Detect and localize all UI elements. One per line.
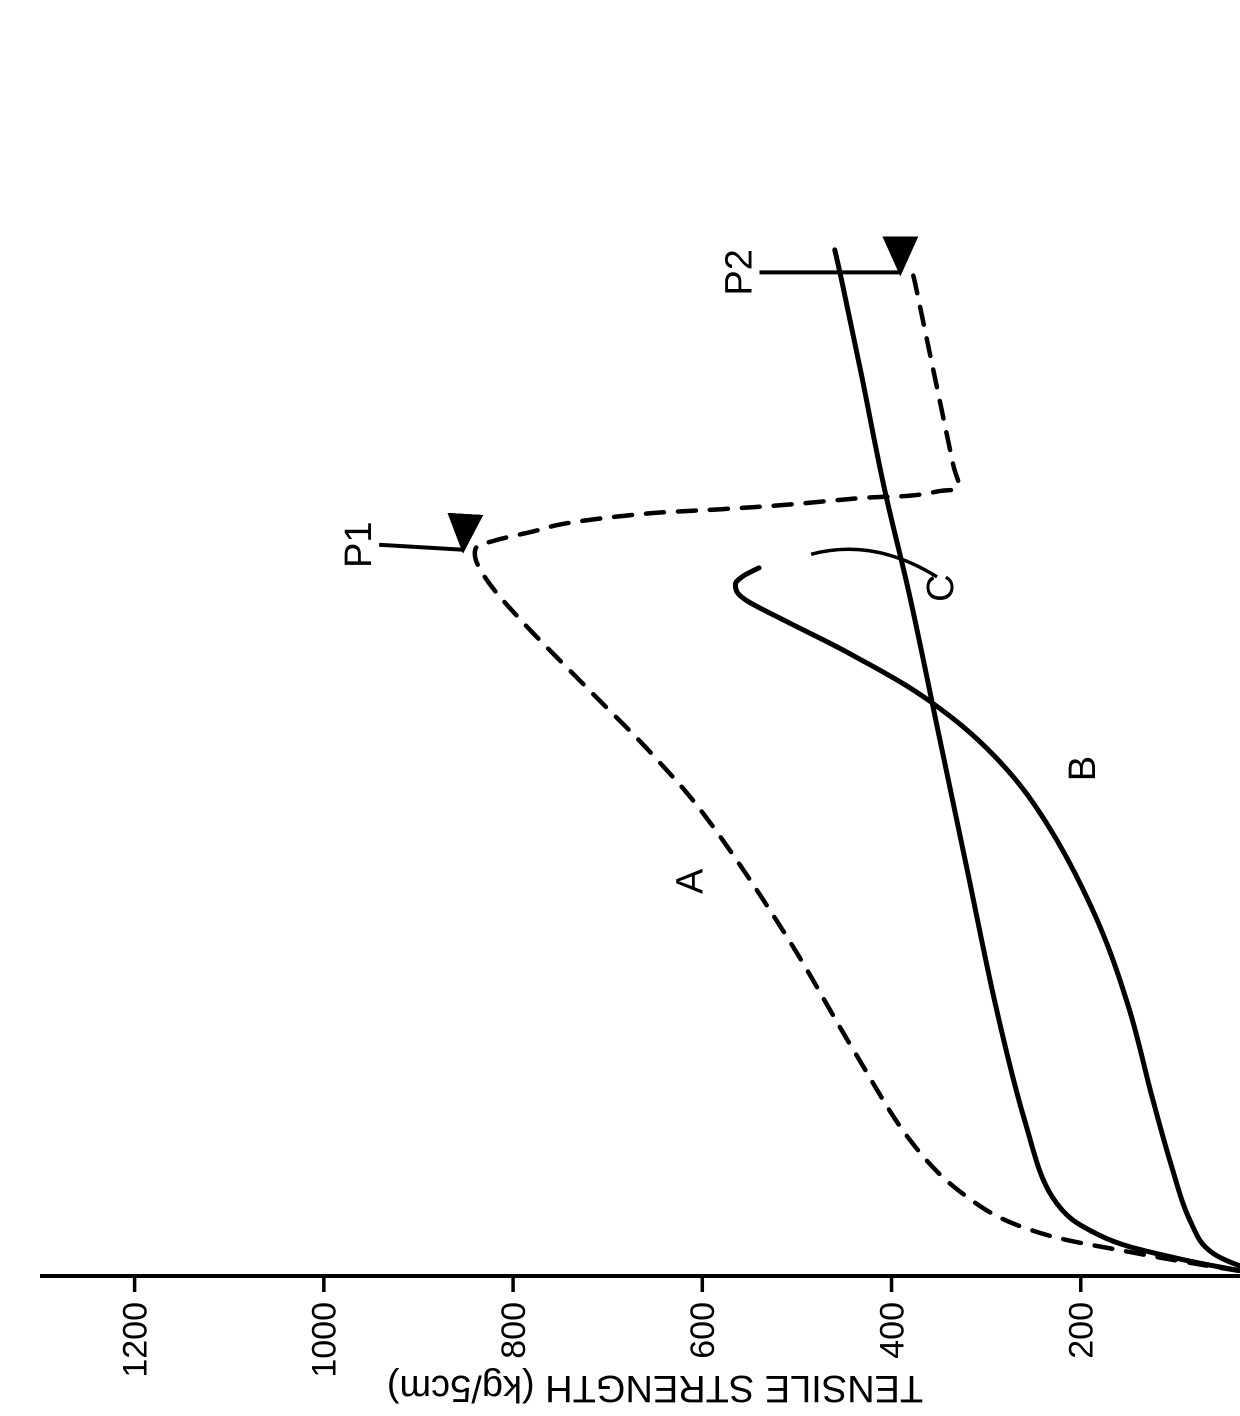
- markers-group: P1 P2: [338, 249, 900, 568]
- series-label-leader-C: [811, 549, 937, 577]
- marker-label-P2: P2: [719, 249, 761, 295]
- series-label-B: B: [1062, 756, 1104, 781]
- y-tick-label: 600: [684, 1302, 722, 1359]
- series-label-C: C: [920, 574, 962, 601]
- y-axis-label: TENSILE STRENGTH (kg/5cm): [387, 1367, 923, 1409]
- series-group: [475, 250, 1240, 1276]
- series-label-A: A: [669, 868, 711, 894]
- marker-arrow-P1: [379, 545, 463, 550]
- marker-label-P1: P1: [338, 522, 380, 568]
- series-B: [735, 568, 1240, 1276]
- series-labels: A B C: [669, 549, 1104, 894]
- y-tick-label: 1000: [306, 1302, 344, 1378]
- y-tick-label: 400: [873, 1302, 911, 1359]
- series-A: [475, 272, 1240, 1276]
- y-tick-label: 200: [1063, 1302, 1101, 1359]
- y-axis-tick-labels: 200 400 600 800 1000 1200: [117, 1302, 1101, 1378]
- chart-container: { "chart": { "type": "line", "rotation_d…: [0, 0, 1240, 1416]
- y-axis-ticks: [135, 1276, 1081, 1292]
- y-tick-label: 800: [495, 1302, 533, 1359]
- tensile-elongation-chart: 100200300400 20040060080010001200 ELONGA…: [0, 0, 1240, 1416]
- y-tick-label: 1200: [117, 1302, 155, 1378]
